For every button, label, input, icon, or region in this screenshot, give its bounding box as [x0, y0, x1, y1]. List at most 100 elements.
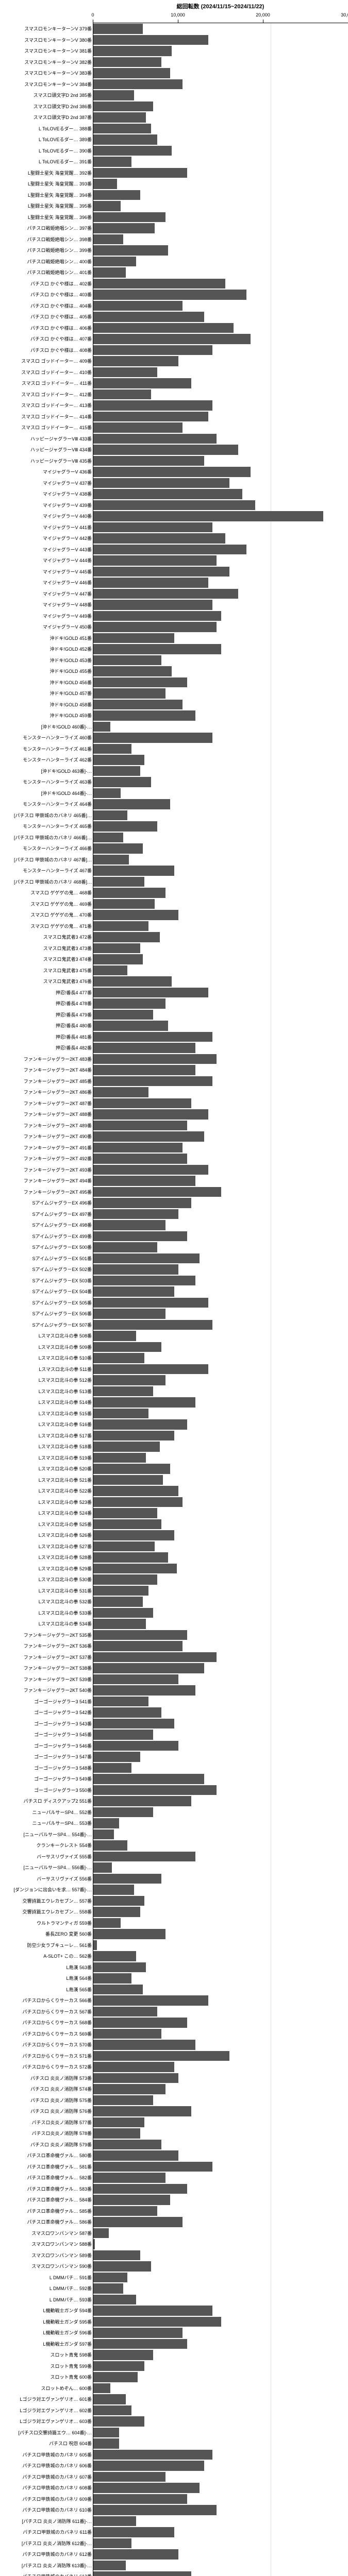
bar-label: スマスロ ゴッドイーター… 414番: [0, 413, 93, 420]
bar-track: [93, 1984, 348, 1995]
bar-row: クランキークレスト 554番: [0, 1840, 348, 1851]
bar-track: [93, 1364, 348, 1375]
bar-label: 押忍!番長4 481番: [0, 1033, 93, 1040]
bar-row: Lスマスロ北斗の拳 509番: [0, 1342, 348, 1353]
bar-track: [93, 101, 348, 112]
bar-row: L ToLOVEるダー… 389番: [0, 134, 348, 145]
bar-row: Lスマスロ北斗の拳 528番: [0, 1552, 348, 1563]
bar-track: [93, 156, 348, 167]
bar: [93, 1087, 148, 1097]
bar-row: [パチスロ 甲鉄城のカバネリ 466番]…: [0, 832, 348, 843]
bar: [93, 478, 229, 488]
bar-label: 沖ドキ!GOLD 453番: [0, 657, 93, 664]
bar-row: ファンキージャグラー2KT 494番: [0, 1175, 348, 1187]
bar-track: [93, 1674, 348, 1685]
bar-label: スマスロモンキーターンV 384番: [0, 81, 93, 88]
bar-row: パチスロからくりサーカス 567番: [0, 2006, 348, 2018]
bar-label: マイジャグラーV 450番: [0, 623, 93, 630]
bar-row: Lスマスロ北斗の拳 508番: [0, 1330, 348, 1342]
bar-row: スマスロ ゴッドイーター… 410番: [0, 367, 348, 378]
bar-label: [パチスロ交響詩篇エウ… 604番]-…: [0, 2429, 93, 2436]
bar-label: マイジャグラーV 446番: [0, 579, 93, 586]
bar-row: Lスマスロ北斗の拳 533番: [0, 1607, 348, 1619]
bar-row: スロットめぞん… 600番: [0, 2383, 348, 2394]
bar-row: Lスマスロ北斗の拳 516番: [0, 1419, 348, 1430]
bar-row: ファンキージャグラー2KT 536番: [0, 1640, 348, 1652]
bar-label: 交響詩篇エウレカセブン… 558番: [0, 1908, 93, 1915]
bar-row: Lスマスロ北斗の拳 515番: [0, 1408, 348, 1419]
bar-label: Lスマスロ北斗の拳 525番: [0, 1521, 93, 1528]
bars-area: スマスロモンキーターンV 379番スマスロモンキーターンV 380番スマスロモン…: [0, 23, 348, 2576]
bar: [93, 2040, 195, 2050]
bar: [93, 1165, 208, 1175]
bar: [93, 700, 183, 710]
bar-row: ファンキージャグラー2KT 488番: [0, 1109, 348, 1120]
bar-row: パチスロ炎炎ノ消防隊 578番: [0, 2128, 348, 2139]
bar-track: [93, 2549, 348, 2560]
bar-row: [パチスロ 炎炎ノ消防隊 611番]-…: [0, 2516, 348, 2527]
bar-track: [93, 566, 348, 578]
bar-label: [パチスロ 炎炎ノ消防隊 611番]-…: [0, 2518, 93, 2524]
bar-label: L島漢 563番: [0, 1964, 93, 1971]
bar-track: [93, 1973, 348, 1984]
bar-track: [93, 367, 348, 378]
bar: [93, 688, 165, 699]
bar-row: ハッピージャグラーVⅢ 435番: [0, 455, 348, 467]
bar-label: L ToLOVEるダー… 391番: [0, 158, 93, 165]
bar-track: [93, 1286, 348, 1297]
bar: [93, 1973, 131, 1984]
bar-label: ファンキージャグラー2KT 537番: [0, 1654, 93, 1660]
bar-track: [93, 278, 348, 290]
bar-label: パチスロ革命機ヴァル… 583番: [0, 2185, 93, 2192]
bar-label: Sアイムジャグラ－EX 502番: [0, 1266, 93, 1273]
bar: [93, 46, 172, 56]
bar-label: パチスロ戦姫絶唱シン… 399番: [0, 247, 93, 253]
bar: [93, 201, 121, 211]
bar-track: [93, 633, 348, 644]
bar-row: ハッピージャグラーVⅢ 434番: [0, 444, 348, 455]
bar-track: [93, 921, 348, 932]
bar-track: [93, 1552, 348, 1563]
bar: [93, 223, 155, 233]
bar-row: Lスマスロ北斗の拳 511番: [0, 1364, 348, 1375]
bar-track: [93, 2516, 348, 2527]
bar: [93, 988, 208, 998]
bar: [93, 90, 134, 100]
bar: [93, 2184, 187, 2194]
bar-track: [93, 899, 348, 910]
bar-label: Lスマスロ北斗の拳 527番: [0, 1543, 93, 1550]
bar-track: [93, 466, 348, 478]
bar-row: 沖ドキ!GOLD 459番: [0, 710, 348, 721]
bar-row: L機動戦士ガンダ 597番: [0, 2338, 348, 2350]
bar-row: 番長ZERO 変更 560番: [0, 1928, 348, 1940]
bar: [93, 2250, 140, 2261]
bar-row: L機動戦士ガンダ 595番: [0, 2316, 348, 2328]
bar-label: ファンキージャグラー2KT 536番: [0, 1642, 93, 1649]
bar: [93, 733, 212, 743]
bar-track: [93, 1308, 348, 1319]
bar-row: モンスターハンターライズ 464番: [0, 799, 348, 810]
bar-row: Sアイムジャグラ－EX 499番: [0, 1231, 348, 1242]
bar-track: [93, 2394, 348, 2405]
bar-row: L聖闘士星矢 海皇覚醒… 394番: [0, 190, 348, 201]
bar-row: パチスロ ディスクアップ2 551番: [0, 1795, 348, 1807]
bar-track: [93, 976, 348, 987]
bar: [93, 2516, 136, 2527]
bar-label: パチスロ戦姫絶唱シン… 400番: [0, 258, 93, 265]
bar-label: パチスロ 炎炎ノ消防隊 576番: [0, 2108, 93, 2114]
bar: [93, 2317, 221, 2327]
bar-track: [93, 688, 348, 699]
bar: [93, 234, 123, 245]
bar: [93, 267, 126, 278]
bar-row: スマスロ ゲゲゲの鬼… 471番: [0, 921, 348, 932]
bar-label: ファンキージャグラー2KT 484番: [0, 1066, 93, 1073]
bar-label: パチスロ戦姫絶唱シン… 397番: [0, 225, 93, 231]
bar-label: クランキークレスト 554番: [0, 1842, 93, 1849]
bar-row: L機動戦士ガンダ 596番: [0, 2327, 348, 2338]
chart-title: 総回転数 (2024/11/15~2024/11/22): [93, 0, 348, 12]
bar-label: [パチスロ 炎炎ノ消防隊 612番]-…: [0, 2540, 93, 2547]
bar: [93, 422, 183, 433]
bar-label: バーサスリヴァイズ 555番: [0, 1853, 93, 1860]
bar: [93, 2051, 229, 2061]
bar-track: [93, 79, 348, 90]
